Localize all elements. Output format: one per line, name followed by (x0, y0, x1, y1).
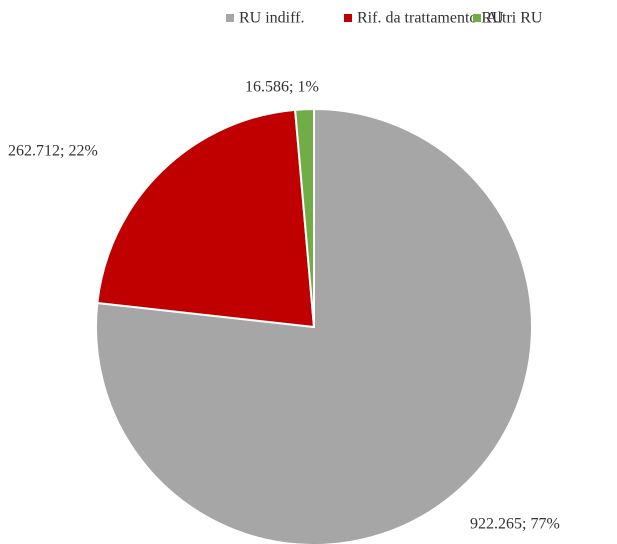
data-label: 16.586; 1% (245, 79, 319, 96)
data-label: 922.265; 77% (470, 516, 560, 533)
legend-swatch (226, 14, 234, 22)
legend-label: Rif. da trattamento RU (357, 10, 504, 27)
pie-slice (294, 107, 315, 328)
data-label: 262.712; 22% (8, 143, 98, 160)
legend-label: RU indiff. (239, 10, 304, 27)
legend-swatch (473, 14, 481, 22)
legend-swatch (344, 14, 352, 22)
pie-slice (96, 108, 316, 329)
legend-label: Altri RU (486, 10, 543, 27)
